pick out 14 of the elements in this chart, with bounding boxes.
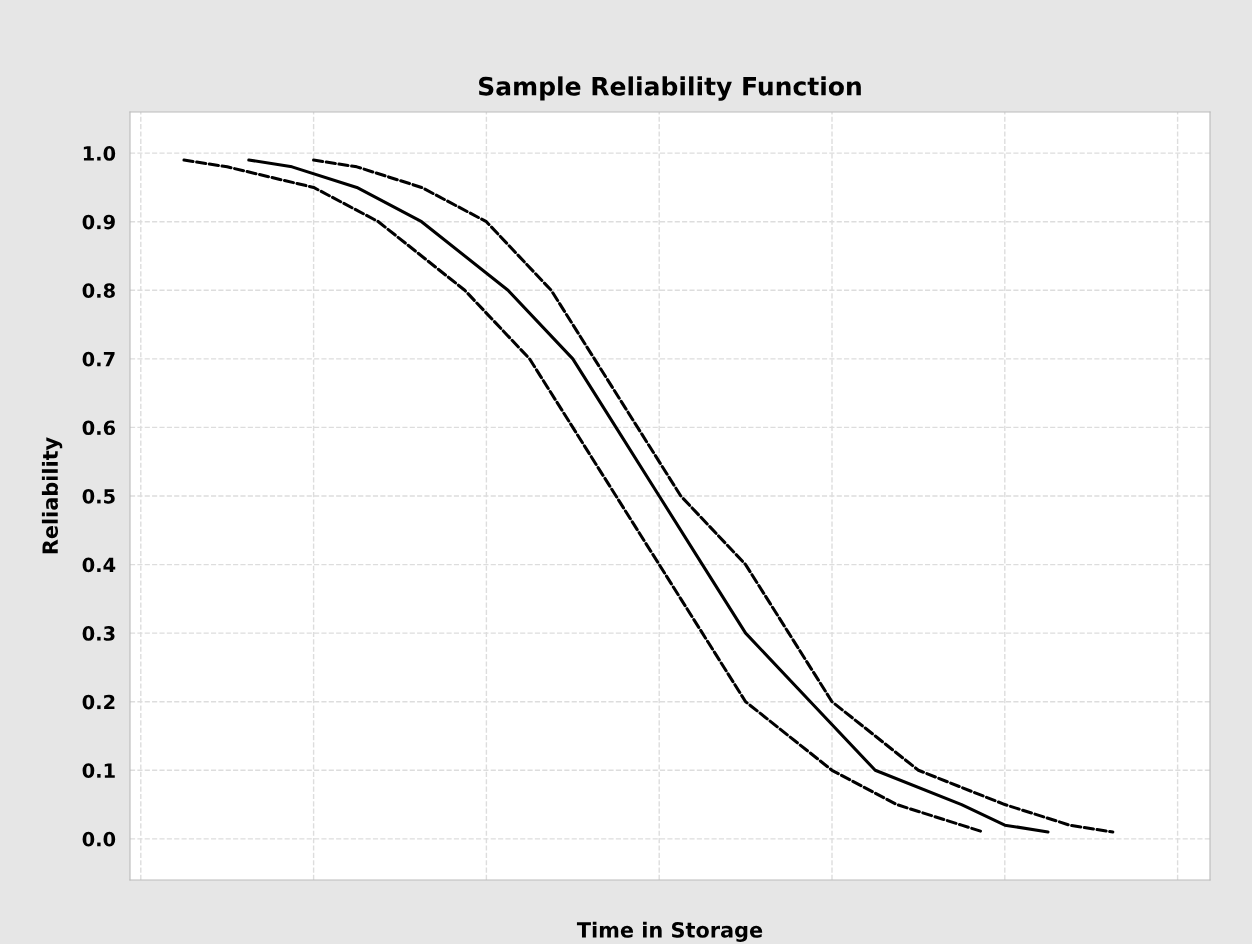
chart-title: Sample Reliability Function (479, 76, 861, 101)
y-tick-label: 0.5 (82, 488, 115, 504)
y-axis-title: Reliability (41, 437, 63, 554)
y-tick-label: 0.3 (82, 626, 115, 641)
x-axis-title: Time in Storage (576, 921, 763, 942)
y-tick-label: 0.6 (82, 420, 116, 436)
y-tick-label: 0.9 (82, 214, 115, 230)
y-tick-label: 1.0 (83, 146, 116, 161)
y-tick-label: 0.8 (82, 283, 115, 298)
y-tick-label: 0.7 (82, 351, 115, 367)
y-tick-label: 0.0 (82, 831, 116, 847)
y-tick-label: 0.2 (82, 694, 115, 710)
y-tick-label: 0.1 (82, 763, 115, 778)
y-tick-label: 0.4 (82, 557, 116, 573)
